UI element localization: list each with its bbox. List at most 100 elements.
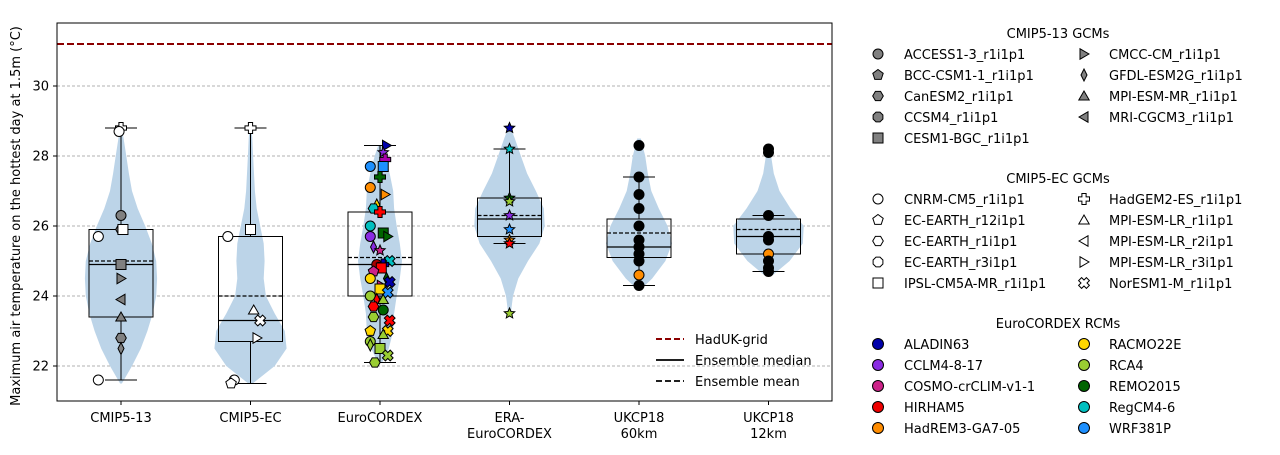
legend-marker (872, 256, 884, 268)
legend-entry-label: MPI-ESM-LR_r1i1p1 (1109, 214, 1234, 229)
legend-entry-label: MPI-ESM-LR_r2i1p1 (1109, 235, 1234, 250)
legend-label: HadUK-grid (695, 333, 768, 348)
data-point (367, 311, 380, 323)
data-point (373, 243, 387, 256)
data-point (364, 161, 376, 172)
data-point (245, 224, 256, 235)
y-tick-label: 28 (32, 150, 49, 165)
x-tick-label: ERA-EuroCORDEX (467, 411, 552, 442)
legend-group-title: CMIP5-13 GCMs (1007, 27, 1110, 42)
data-point (367, 301, 380, 312)
legend-entry-label: WRF381P (1109, 422, 1171, 437)
data-point (377, 328, 390, 339)
legend-entry-label: MRI-CGCM3_r1i1p1 (1109, 111, 1234, 126)
data-point (377, 293, 390, 304)
legend-marker (872, 48, 884, 60)
legend-entry-label: ACCESS1-3_r1i1p1 (904, 48, 1025, 63)
data-point (368, 357, 381, 368)
data-point (117, 224, 129, 235)
data-point (366, 337, 374, 353)
x-tick-label: UKCP18 12km (743, 411, 794, 442)
data-point (381, 349, 394, 362)
axes-frame (56, 22, 833, 402)
data-point (364, 231, 376, 242)
data-point (633, 203, 645, 214)
y-axis-label: Maximum air temperature on the hottest d… (9, 26, 24, 406)
legend-entry-label: CanESM2_r1i1p1 (904, 90, 1014, 105)
legend-marker (1080, 67, 1088, 83)
violins (84, 128, 804, 384)
data-point (633, 269, 645, 281)
legend-entry-label: MPI-ESM-LR_r3i1p1 (1109, 256, 1234, 271)
legend-entry-label: HIRHAM5 (904, 401, 965, 416)
x-tick-label: EuroCORDEX (338, 411, 423, 426)
y-tick-label: 24 (32, 290, 49, 305)
y-tick-label: 22 (32, 360, 49, 375)
legend-entry-label: EC-EARTH_r12i1p1 (904, 214, 1026, 229)
grid-lines (57, 85, 832, 367)
axes: 22 24 26 28 30 CMIP5-13 CMIP5-EC EuroCORDEX ERA-… (9, 22, 833, 442)
legend-entry-label: CMCC-CM_r1i1p1 (1109, 48, 1221, 63)
data-point (377, 304, 389, 316)
legend-entry-label: BCC-CSM1-1_r1i1p1 (904, 69, 1034, 84)
main-legend: HadUK-grid Ensemble median Ensemble mean (656, 333, 812, 390)
data-point (244, 122, 257, 134)
legend-marker (1078, 359, 1090, 371)
legend-marker (1078, 401, 1090, 413)
data-point (252, 331, 263, 345)
data-point (364, 182, 376, 193)
legend-marker (1077, 276, 1091, 290)
data-point (377, 227, 389, 239)
data-point (225, 377, 237, 389)
data-point (383, 314, 396, 327)
violin-body (474, 128, 545, 314)
data-point (115, 259, 127, 270)
legend-entry-label: CESM1-BGC_r1i1p1 (904, 132, 1030, 147)
legend-marker (1078, 380, 1090, 392)
legend-entry-label: EC-EARTH_r3i1p1 (904, 256, 1017, 271)
legend-marker (1078, 193, 1090, 205)
model-legend: CMIP5-13 GCMs ACCESS1-3_r1i1p1 BCC-CSM1-1_… (872, 27, 1243, 437)
legend-entry-label: HadREM3-GA7-05 (904, 422, 1020, 437)
legend-entry-label: RCA4 (1109, 359, 1144, 374)
legend-marker (1079, 47, 1090, 61)
legend-marker (1077, 90, 1091, 101)
legend-marker (1078, 110, 1089, 124)
violin-body (84, 128, 158, 384)
legend-entry-label: COSMO-crCLIM-v1-1 (904, 380, 1035, 395)
data-point (364, 220, 376, 232)
data-point (633, 189, 645, 200)
legend-marker (872, 380, 884, 392)
data-point (374, 206, 386, 218)
data-point (763, 234, 774, 246)
legend-entry-label: RegCM4-6 (1109, 401, 1175, 416)
legend-entry-label: EC-EARTH_r1i1p1 (904, 235, 1017, 250)
y-tick-label: 30 (32, 80, 49, 95)
legend-marker (872, 111, 884, 123)
legend-entry-label: CCSM4_r1i1p1 (904, 111, 998, 126)
data-point (763, 210, 774, 221)
data-point (503, 236, 516, 249)
y-tick-label: 26 (32, 220, 49, 235)
data-point (633, 280, 645, 291)
data-point (116, 272, 127, 285)
data-point (763, 266, 774, 277)
data-point (633, 255, 645, 267)
box-iqr (218, 236, 283, 342)
data-point (115, 293, 126, 306)
legend-marker (872, 213, 884, 225)
legend-entry-label: MPI-ESM-MR_r1i1p1 (1109, 90, 1238, 105)
data-point (92, 231, 104, 242)
data-point (222, 231, 234, 242)
legend-label: Ensemble mean (695, 375, 800, 390)
legend-group-title: CMIP5-EC GCMs (1006, 172, 1110, 187)
data-point (113, 126, 125, 137)
legend-group-title: EuroCORDEX RCMs (996, 317, 1121, 332)
data-point (377, 161, 389, 172)
data-point (503, 194, 516, 207)
legend-marker (872, 132, 884, 144)
legend-entry-label: HadGEM2-ES_r1i1p1 (1109, 193, 1242, 208)
x-tick-label: CMIP5-13 (90, 411, 151, 426)
legend-marker (1078, 338, 1090, 350)
data-point (503, 306, 516, 319)
